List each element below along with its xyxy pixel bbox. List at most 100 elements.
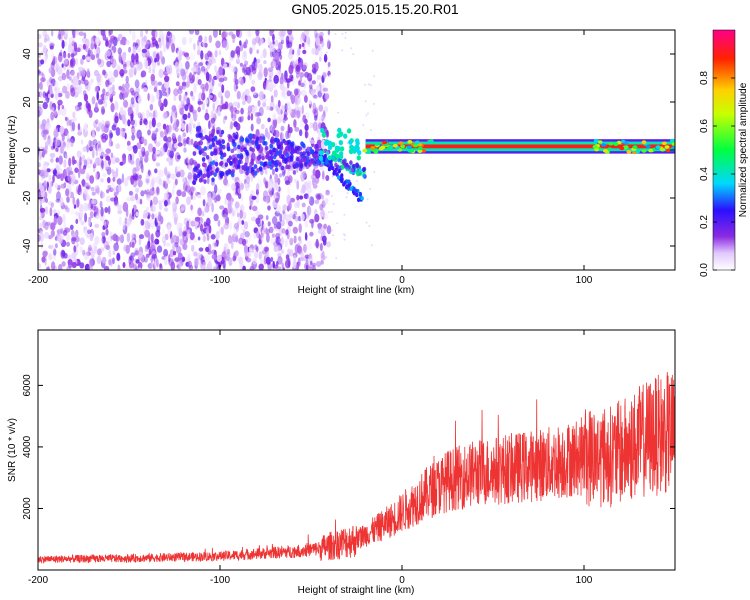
spectrogram-cell — [338, 131, 343, 137]
spectrogram-cell — [211, 254, 217, 260]
spectrogram-cell — [311, 80, 316, 85]
spectrogram-cell — [193, 63, 199, 73]
spectrogram-cell — [355, 180, 358, 183]
spectrogram-cell — [322, 213, 328, 220]
spectrogram-cell — [172, 250, 177, 256]
spectrogram-cell — [211, 128, 215, 134]
spectrogram-cell — [170, 261, 176, 270]
spectrogram-cell — [93, 161, 97, 168]
spectrogram-cell — [38, 234, 41, 242]
spectrogram-cell — [184, 52, 189, 58]
spectrogram-cell — [248, 73, 252, 81]
spectrogram-cell — [149, 93, 155, 104]
spectrogram-cell — [124, 217, 128, 225]
spectrogram-cell — [79, 262, 85, 269]
spectrogram-cell — [338, 140, 343, 146]
colorbar-tick-label: 0.2 — [699, 215, 710, 229]
spectrogram-cell — [157, 169, 164, 178]
colorbar: 0.00.20.40.60.8 Normalized spectral ampl… — [699, 29, 749, 277]
spectrogram-cell — [280, 236, 284, 246]
spectrogram-cell — [89, 232, 94, 242]
spectrogram-cell — [187, 122, 192, 133]
spectrogram-cell — [168, 161, 173, 166]
spectrogram-cell — [278, 162, 282, 167]
spectrogram-cell — [115, 167, 119, 178]
spectrogram-cell — [56, 61, 60, 69]
spectrogram-cell — [145, 150, 149, 157]
spectrogram-cell — [152, 196, 158, 206]
spectrogram-cell — [298, 91, 303, 96]
spectrogram-cell — [327, 144, 333, 150]
spectrogram-cell — [166, 31, 171, 37]
spectrogram-cell — [258, 63, 263, 72]
spectrogram-cell — [87, 202, 91, 209]
spectrogram-cell — [202, 128, 207, 135]
spectrogram-cell — [121, 173, 125, 184]
spectrogram-cell — [187, 112, 191, 119]
spectrogram-cell — [291, 148, 296, 154]
spectrogram-cell — [327, 155, 332, 161]
spectrogram-cell — [58, 226, 63, 232]
spectrogram-cell — [131, 134, 136, 141]
spectrogram-cell — [40, 59, 45, 65]
spectrogram-cell — [197, 79, 202, 86]
spectrogram-cell — [339, 146, 345, 152]
spectrogram-cell — [219, 205, 225, 210]
spectrogram-cell — [314, 169, 321, 179]
spectrogram-cell — [356, 155, 361, 161]
spectrogram-cell — [151, 254, 156, 260]
spectrogram-cell — [234, 162, 238, 168]
spectrogram-cell — [121, 115, 126, 123]
spectrogram-cell — [263, 67, 268, 78]
spectrogram-cell — [158, 98, 162, 108]
spectrogram-cell — [290, 166, 294, 171]
spectrogram-cell — [200, 65, 206, 72]
spectrogram-cell — [236, 90, 241, 100]
spectrogram-cell — [325, 256, 328, 259]
spectrogram-cell — [101, 256, 107, 264]
spectrogram-cell — [136, 129, 142, 140]
spectrogram-cell — [126, 217, 132, 226]
spectrogram-cell — [321, 213, 323, 216]
spectrogram-cell — [159, 130, 164, 138]
spectrogram-cell — [50, 202, 54, 208]
spectrogram-cell — [306, 205, 312, 216]
spectrogram-cell — [42, 91, 47, 98]
spectrogram-cell — [273, 89, 278, 98]
spectrogram-cell — [299, 163, 304, 168]
spectrogram-cell — [645, 144, 651, 149]
spectrogram-cell — [321, 235, 327, 243]
spectrogram-cell — [217, 219, 221, 227]
spectrogram-cell — [212, 30, 218, 38]
spectrogram-cell — [219, 150, 223, 156]
spectrogram-cell — [122, 262, 126, 268]
spectrogram-cell — [232, 101, 239, 107]
spectrogram-cell — [216, 254, 222, 262]
spectrogram-cell — [44, 34, 50, 42]
spectrogram-cell — [304, 129, 308, 139]
spectrogram-cell — [300, 157, 305, 163]
spectrogram-cell — [73, 232, 78, 237]
spectrogram-cell — [146, 51, 150, 56]
spectrogram-cell — [348, 139, 353, 145]
spectrogram-cell — [167, 224, 172, 235]
spectrogram-cell — [109, 38, 115, 43]
spectrogram-cell — [194, 216, 201, 222]
spectrogram-cell — [332, 150, 337, 156]
spectrogram-cell — [50, 261, 56, 270]
spectrogram-cell — [268, 75, 272, 82]
spectrogram-cell — [311, 47, 316, 55]
spectrogram-cell — [119, 234, 125, 243]
spectrogram-cell — [267, 156, 272, 162]
spectrogram-cell — [109, 76, 115, 83]
spectrogram-cell — [62, 85, 68, 94]
spectrogram-cell — [274, 173, 279, 183]
spectrogram-cell — [249, 133, 253, 139]
spectrogram-cell — [54, 138, 59, 148]
spectrogram-cell — [49, 83, 54, 92]
spectrogram-cell — [131, 153, 135, 161]
spectrogram-cell — [131, 31, 136, 41]
spectrogram-cell — [118, 216, 122, 226]
spectrogram-cell — [40, 210, 45, 219]
